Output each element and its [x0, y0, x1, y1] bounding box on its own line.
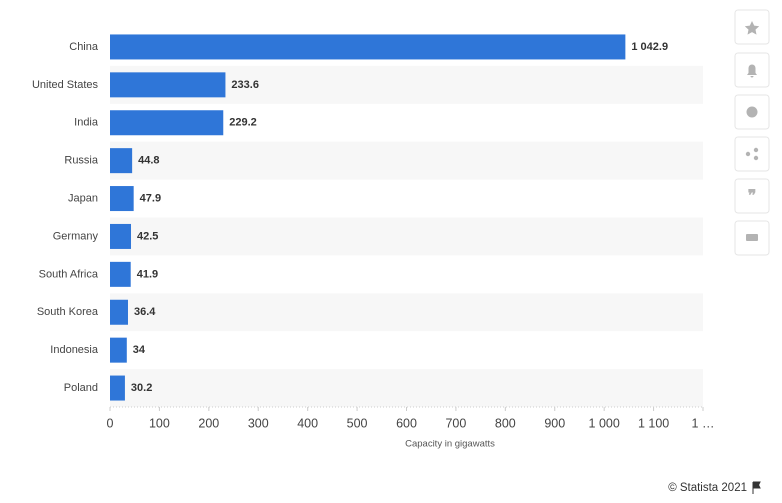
bell-icon [747, 64, 757, 78]
x-tick-label: 700 [445, 416, 466, 430]
bar [110, 375, 125, 401]
x-tick-label: 900 [544, 416, 565, 430]
credit: © Statista 2021 [668, 482, 747, 494]
x-tick-label: 500 [347, 416, 368, 430]
share-icon [745, 147, 759, 161]
category-label: Japan [68, 192, 98, 204]
category-label: Poland [64, 382, 98, 394]
row-band [110, 217, 703, 256]
x-tick-label: 100 [149, 416, 170, 430]
bar [110, 223, 132, 249]
x-axis-label: Capacity in gigawatts [405, 439, 495, 450]
category-label: Germany [53, 230, 99, 242]
x-tick-label: 600 [396, 416, 417, 430]
category-label: India [74, 117, 99, 129]
bar [110, 110, 224, 136]
x-tick-label: 800 [495, 416, 516, 430]
bar [110, 72, 226, 98]
bar [110, 337, 127, 363]
value-label: 34 [133, 344, 146, 356]
category-label: United States [32, 79, 99, 91]
gear-icon [746, 106, 758, 118]
bar [110, 148, 133, 174]
x-tick-label: 1 100 [638, 416, 669, 430]
value-label: 44.8 [138, 155, 159, 167]
print-icon [746, 234, 758, 241]
star-icon [744, 21, 760, 35]
toolbar: ❞ [734, 9, 770, 256]
flag-icon [752, 481, 761, 494]
value-label: 233.6 [231, 79, 259, 91]
row-band [110, 293, 703, 332]
x-tick-label: 1 000 [589, 416, 620, 430]
category-label: South Africa [39, 268, 99, 280]
x-tick-label: 300 [248, 416, 269, 430]
value-label: 30.2 [131, 382, 152, 394]
value-label: 229.2 [229, 117, 257, 129]
category-label: Russia [64, 155, 99, 167]
share-button[interactable] [734, 136, 770, 172]
value-label: 47.9 [140, 192, 161, 204]
value-label: 42.5 [137, 230, 158, 242]
x-tick-label: 1 … [692, 416, 715, 430]
bar [110, 186, 134, 212]
value-label: 36.4 [134, 306, 156, 318]
category-label: Indonesia [50, 344, 99, 356]
category-label: South Korea [37, 306, 99, 318]
cite-button[interactable] [734, 178, 770, 214]
value-label: 1 042.9 [631, 41, 668, 53]
bar [110, 34, 626, 60]
row-band [110, 369, 703, 407]
x-tick-label: 400 [297, 416, 318, 430]
row-band [110, 141, 703, 180]
bar [110, 299, 128, 325]
category-label: China [69, 41, 99, 53]
x-tick-label: 200 [198, 416, 219, 430]
quote-icon: ❞ [748, 188, 757, 205]
value-label: 41.9 [137, 268, 158, 280]
bar [110, 261, 131, 287]
x-tick-label: 0 [107, 416, 114, 430]
